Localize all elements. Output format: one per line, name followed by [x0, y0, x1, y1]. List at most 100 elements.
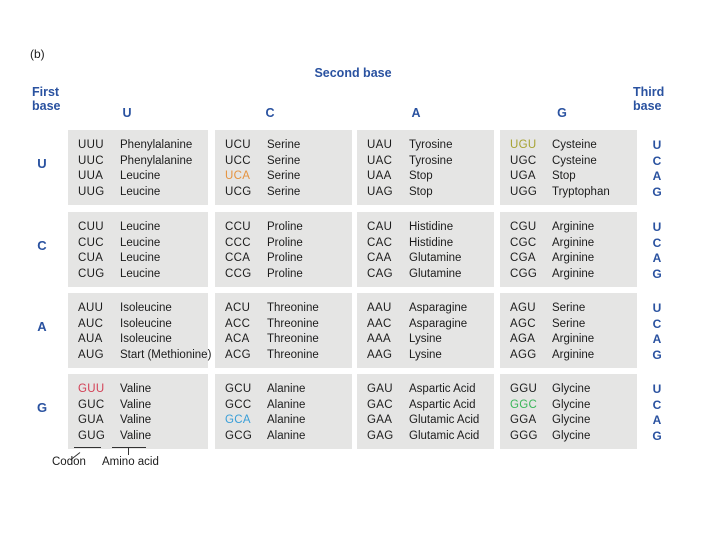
codon-entry: GCU Alanine [225, 382, 352, 398]
codon-entry: AAC Asparagine [367, 317, 494, 333]
third-base-letter-U: U [652, 220, 662, 234]
codon: GGC [510, 398, 538, 411]
codon: AUA [78, 333, 103, 345]
codon: CGU [510, 221, 537, 233]
third-base-label: Third base [633, 85, 665, 113]
codon: CGA [510, 252, 536, 264]
codon: UAC [367, 154, 393, 167]
codon: GAU [367, 383, 393, 395]
codon-entry: CAG Glutamine [367, 267, 494, 283]
codon-entry: CUG Leucine [78, 267, 208, 283]
codon-entry: GGA Glycine [510, 413, 637, 429]
second-base-letter-C: C [265, 106, 275, 120]
codon-cell-G-U: GUU Valine GUC Valine GUA Valine GUG Valine [68, 374, 208, 449]
codon: UCU [225, 139, 251, 151]
codon: ACC [225, 317, 251, 330]
amino-acid: Start (Methionine) [120, 348, 212, 361]
amino-acid: Phenylalanine [120, 139, 193, 151]
codon-entry: CAU Histidine [367, 220, 494, 236]
amino-acid: Leucine [120, 185, 161, 198]
amino-acid: Cysteine [552, 154, 597, 167]
codon: CUG [78, 267, 105, 280]
codon: AAA [367, 333, 391, 345]
codon-entry: UGA Stop [510, 169, 637, 185]
codon-entry: AGC Serine [510, 317, 637, 333]
codon-entry: UUC Phenylalanine [78, 154, 208, 170]
codon-cell-A-A: AAU Asparagine AAC Asparagine AAA Lysine AAG Ly… [357, 293, 494, 368]
amino-acid: Stop [409, 185, 433, 198]
codon: ACG [225, 348, 251, 361]
codon-entry: UAU Tyrosine [367, 138, 494, 154]
codon-cell-A-C: ACU Threonine ACC Threonine ACA Threonine ACG T… [215, 293, 352, 368]
third-base-letter-C: C [652, 153, 662, 168]
codon-entry: GAA Glutamic Acid [367, 413, 494, 429]
amino-acid: Alanine [267, 398, 306, 411]
third-base-letter-C: C [652, 316, 662, 331]
codon-entry: ACA Threonine [225, 332, 352, 348]
amino-acid: Arginine [552, 348, 595, 361]
amino-acid: Threonine [267, 302, 319, 314]
codon: ACA [225, 333, 250, 345]
codon-entry: CGU Arginine [510, 220, 637, 236]
codon-entry: CCU Proline [225, 220, 352, 236]
third-base-letter-C: C [652, 397, 662, 412]
codon-entry: AAU Asparagine [367, 301, 494, 317]
third-base-letter-U: U [652, 138, 662, 152]
amino-acid: Stop [409, 170, 433, 182]
codon-entry: UAA Stop [367, 169, 494, 185]
codon-entry: GAU Aspartic Acid [367, 382, 494, 398]
amino-acid: Lysine [409, 348, 442, 361]
third-base-letter-U: U [652, 382, 662, 396]
third-base-letter-G: G [652, 347, 662, 362]
codon: CGC [510, 236, 537, 249]
codon: UUG [78, 185, 105, 198]
codon-bracket-line [74, 447, 101, 448]
codon: CCA [225, 252, 251, 264]
amino-acid: Valine [120, 383, 152, 395]
codon: CAC [367, 236, 393, 249]
codon-entry: GUG Valine [78, 429, 208, 445]
codon-entry: GUU Valine [78, 382, 208, 398]
codon: GAC [367, 398, 393, 411]
codon: CUC [78, 236, 104, 249]
codon-cell-A-U: AUU Isoleucine AUC Isoleucine AUA Isoleucine A… [68, 293, 212, 368]
amino-acid: Tyrosine [409, 154, 453, 167]
codon-entry: AAA Lysine [367, 332, 494, 348]
codon-entry: AGA Arginine [510, 332, 637, 348]
codon: GGG [510, 429, 538, 442]
codon: GAA [367, 414, 393, 426]
codon: GUG [78, 429, 106, 442]
amino-acid: Serine [552, 302, 586, 314]
codon-entry: UGC Cysteine [510, 154, 637, 170]
codon-cell-C-C: CCU Proline CCC Proline CCA Proline CCG Proline [215, 212, 352, 287]
amino-acid: Proline [267, 252, 303, 264]
amino-acid: Leucine [120, 170, 161, 182]
codon-entry: UUU Phenylalanine [78, 138, 208, 154]
codon-cell-C-A: CAU Histidine CAC Histidine CAA Glutamine CAG G… [357, 212, 494, 287]
amino-acid: Serine [267, 170, 301, 182]
codon-cell-U-A: UAU Tyrosine UAC Tyrosine UAA Stop UAG Stop [357, 130, 494, 205]
amino-acid: Cysteine [552, 139, 597, 151]
codon-entry: UGU Cysteine [510, 138, 637, 154]
codon-entry: UCG Serine [225, 185, 352, 201]
codon-entry: CAC Histidine [367, 236, 494, 252]
codon-entry: GGG Glycine [510, 429, 637, 445]
codon: CCG [225, 267, 252, 280]
codon: UGG [510, 185, 538, 198]
amino-acid: Lysine [409, 333, 442, 345]
codon: GCA [225, 414, 251, 426]
codon-entry: UAG Stop [367, 185, 494, 201]
amino-acid: Arginine [552, 236, 595, 249]
amino-acid: Glutamic Acid [409, 429, 480, 442]
codon: GGU [510, 383, 538, 395]
codon-entry: UUA Leucine [78, 169, 208, 185]
codon: CCC [225, 236, 251, 249]
codon: GCG [225, 429, 253, 442]
amino-acid: Histidine [409, 236, 454, 249]
codon-entry: CGG Arginine [510, 267, 637, 283]
codon-entry: UAC Tyrosine [367, 154, 494, 170]
codon-cell-A-G: AGU Serine AGC Serine AGA Arginine AGG Arginine [500, 293, 637, 368]
amino-acid: Glycine [552, 398, 591, 411]
codon-entry: UUG Leucine [78, 185, 208, 201]
